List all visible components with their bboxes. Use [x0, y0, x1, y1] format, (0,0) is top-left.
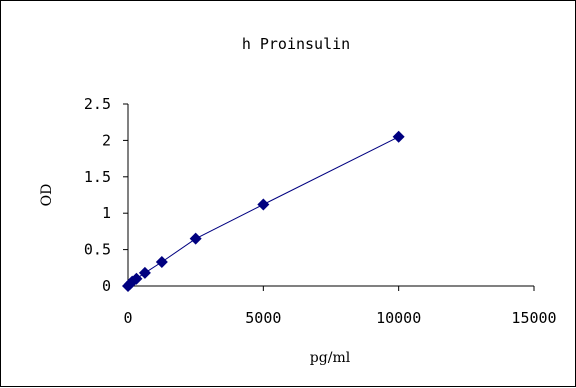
- y-tick-label: 1: [102, 204, 111, 222]
- y-axis-label: OD: [39, 184, 55, 207]
- x-axis-label: pg/ml: [310, 350, 351, 366]
- y-tick-label: 1.5: [84, 168, 111, 186]
- x-axis-ticks: 0 5000 10000 15000: [123, 286, 557, 327]
- y-axis-ticks: 0 0.5 1 1.5 2 2.5: [84, 95, 128, 295]
- y-tick-label: 0: [102, 277, 111, 295]
- y-tick-label: 2.5: [84, 95, 111, 113]
- y-tick-label: 0.5: [84, 241, 111, 259]
- x-tick-label: 0: [123, 309, 132, 327]
- x-tick-label: 10000: [376, 309, 421, 327]
- trend-line: [127, 136, 399, 287]
- y-tick-label: 2: [102, 131, 111, 149]
- data-point: [155, 255, 168, 268]
- x-tick-label: 15000: [511, 309, 556, 327]
- data-point: [130, 272, 143, 285]
- x-tick-label: 5000: [245, 309, 281, 327]
- data-point: [138, 266, 151, 279]
- data-point: [392, 130, 405, 143]
- data-point: [257, 198, 270, 211]
- chart-title: h Proinsulin: [242, 35, 350, 53]
- series-group: [122, 130, 405, 292]
- data-point: [189, 232, 202, 245]
